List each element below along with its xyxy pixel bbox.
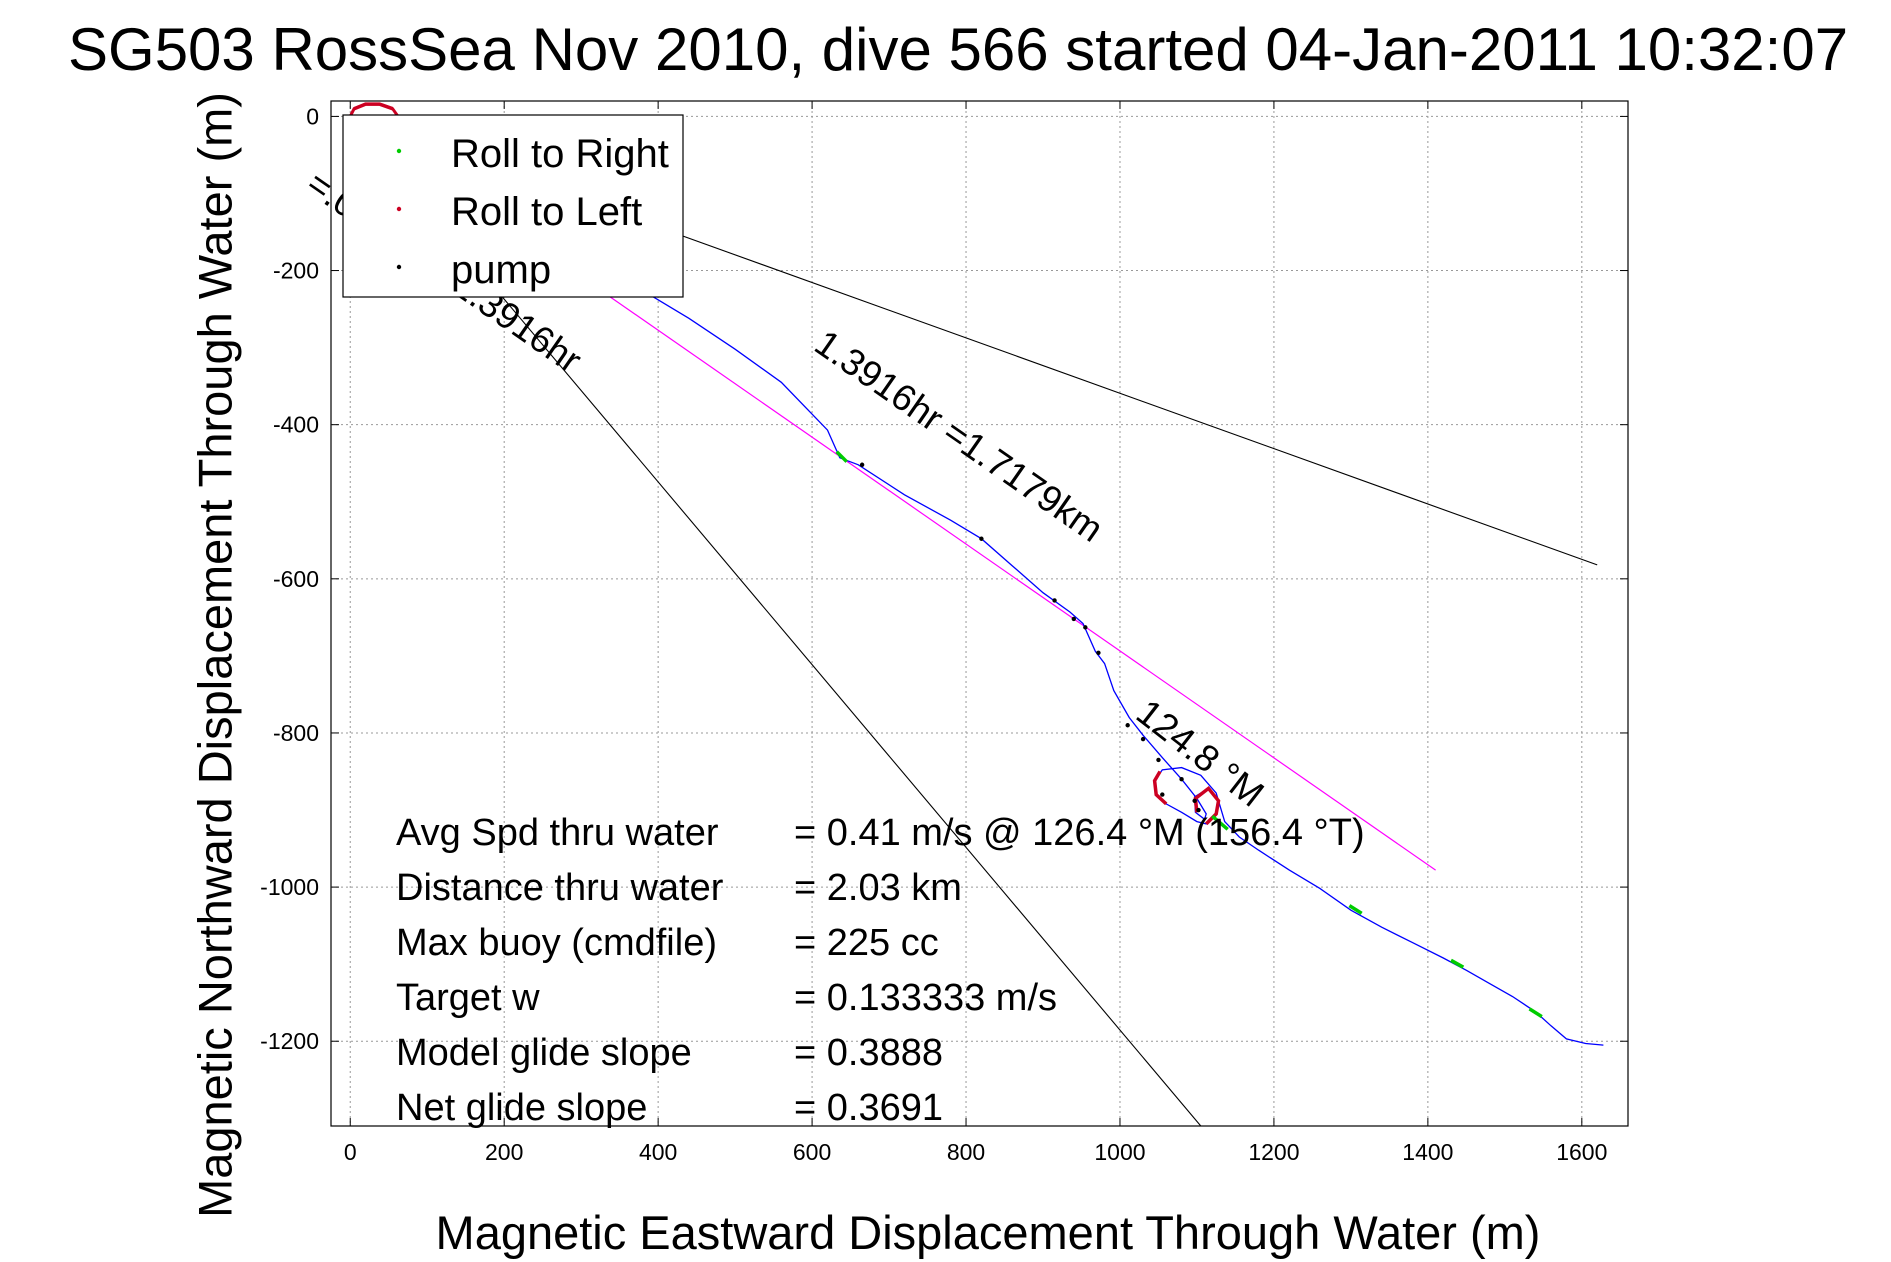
stat-label: Avg Spd thru water xyxy=(396,812,719,854)
stat-value: = 225 cc xyxy=(794,922,939,964)
stat-value: = 2.03 km xyxy=(794,867,962,909)
roll-left-segment xyxy=(1152,770,1168,806)
x-axis-label: Magnetic Eastward Displacement Through W… xyxy=(435,1206,1541,1259)
stat-value: = 0.3888 xyxy=(794,1032,943,1074)
x-tick-label: 1400 xyxy=(1402,1139,1453,1165)
y-tick-label: -400 xyxy=(273,412,319,438)
legend-marker xyxy=(396,264,402,270)
roll-right-segment xyxy=(1528,1007,1543,1019)
x-tick-label: 0 xyxy=(344,1139,357,1165)
pump-point xyxy=(1052,598,1057,603)
y-tick-label: -1000 xyxy=(260,874,319,900)
pump-point xyxy=(1096,650,1101,656)
legend-label: pump xyxy=(451,248,551,292)
stat-label: Target w xyxy=(396,977,540,1019)
stat-label: Net glide slope xyxy=(396,1087,647,1129)
axis-ticks: 0 200 400 600 800 1000 1200 1400 1600 0 -200 -400 -6… xyxy=(260,101,1628,1165)
pump-point xyxy=(1071,616,1076,622)
stat-value: = 0.3691 xyxy=(794,1087,943,1129)
y-tick-label: -200 xyxy=(273,258,319,284)
y-tick-label: 0 xyxy=(306,103,319,129)
x-tick-label: 1000 xyxy=(1094,1139,1145,1165)
roll-right-segment xyxy=(835,450,848,463)
x-tick-label: 1200 xyxy=(1248,1139,1299,1165)
pump-point xyxy=(1125,723,1130,728)
x-tick-label: 200 xyxy=(485,1139,523,1165)
pump-point xyxy=(1083,625,1088,630)
roll-right-segment xyxy=(1348,904,1363,915)
x-tick-label: 400 xyxy=(639,1139,677,1165)
pump-point xyxy=(1140,736,1146,742)
pump-point xyxy=(1179,776,1184,782)
x-tick-label: 600 xyxy=(793,1139,831,1165)
legend-marker xyxy=(396,206,402,212)
axes-frame xyxy=(330,100,1629,1127)
pump-point xyxy=(979,536,984,541)
chart-title: SG503 RossSea Nov 2010, dive 566 started… xyxy=(68,16,1849,83)
legend-label: Roll to Right xyxy=(451,132,669,176)
stat-value: = 0.133333 m/s xyxy=(794,977,1057,1019)
pump-point xyxy=(859,462,865,467)
pump-point xyxy=(1192,798,1197,803)
y-tick-label: -800 xyxy=(273,720,319,746)
roll-left-segment xyxy=(353,102,394,111)
legend-marker xyxy=(396,148,402,154)
y-tick-label: -600 xyxy=(273,566,319,592)
pump-point xyxy=(1156,757,1161,763)
legend: Roll to Right Roll to Left pump xyxy=(342,114,684,298)
stat-label: Distance thru water xyxy=(396,867,724,909)
x-tick-label: 800 xyxy=(947,1139,985,1165)
stat-label: Max buoy (cmdfile) xyxy=(396,922,717,964)
roll-right-segment xyxy=(1211,814,1229,831)
legend-label: Roll to Left xyxy=(451,190,642,234)
pump-point xyxy=(1160,792,1165,797)
x-tick-label: 1600 xyxy=(1556,1139,1607,1165)
track-line xyxy=(349,115,1604,1046)
stat-value: = 0.41 m/s @ 126.4 °M (156.4 °T) xyxy=(794,812,1365,854)
pump-point xyxy=(1196,807,1201,813)
y-tick-label: -1200 xyxy=(260,1028,319,1054)
roll-right-segment xyxy=(1450,958,1465,969)
stat-label: Model glide slope xyxy=(396,1032,692,1074)
stats-block: Avg Spd thru water = 0.41 m/s @ 126.4 °M … xyxy=(396,812,1365,1129)
distance-annotation: 1.3916hr =1.7179km xyxy=(808,322,1111,550)
